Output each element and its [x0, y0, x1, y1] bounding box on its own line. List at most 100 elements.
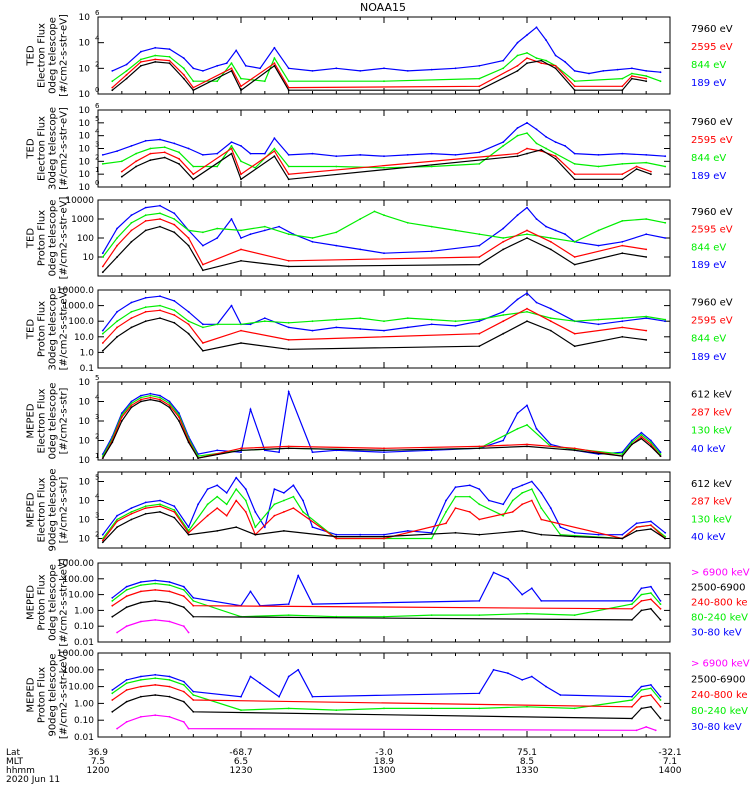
- data-point: [292, 484, 295, 487]
- data-point: [478, 318, 481, 321]
- data-point: [554, 157, 557, 160]
- data-point: [468, 511, 471, 513]
- data-point: [588, 72, 590, 75]
- data-point: [263, 225, 266, 228]
- data-point: [654, 729, 657, 732]
- y-tick-label: 10: [79, 64, 91, 74]
- y-tick-label: 1000: [71, 215, 94, 225]
- data-point: [287, 259, 290, 262]
- legend-entry: 287 keV: [691, 497, 732, 508]
- data-point: [125, 77, 128, 80]
- data-point: [645, 77, 648, 80]
- data-point: [383, 155, 385, 158]
- data-point: [478, 85, 481, 88]
- y-axis-label-line: TED: [26, 45, 37, 66]
- data-point: [287, 707, 290, 710]
- data-point: [101, 349, 104, 352]
- data-point: [140, 394, 142, 397]
- y-tick-label: 10: [79, 535, 91, 545]
- data-point: [144, 206, 147, 209]
- legend-entry: 189 eV: [691, 171, 726, 182]
- data-point: [335, 533, 338, 536]
- y-axis-label-line: [#/cm2-s-str-keV]: [59, 651, 70, 739]
- y-tick-label: 100.00: [63, 575, 95, 585]
- data-point: [573, 449, 576, 452]
- data-point: [273, 137, 276, 140]
- data-point: [545, 39, 547, 41]
- data-point: [125, 700, 128, 703]
- data-point: [144, 310, 147, 313]
- data-point: [659, 607, 662, 610]
- data-point: [168, 679, 171, 681]
- data-point: [159, 317, 161, 319]
- y-tick-exponent: 6: [95, 9, 100, 17]
- data-point: [192, 173, 195, 176]
- data-point: [116, 518, 118, 521]
- data-point: [383, 214, 385, 217]
- data-point: [540, 518, 543, 521]
- data-point: [216, 323, 219, 326]
- legend-entry: 189 eV: [691, 352, 726, 363]
- data-point: [287, 348, 290, 351]
- data-point: [430, 152, 433, 155]
- data-point: [311, 237, 314, 239]
- series-line--6900-kev: [116, 619, 190, 634]
- data-point: [549, 320, 552, 323]
- data-point: [554, 141, 557, 144]
- footer-hhmm-label: 1230: [230, 766, 253, 776]
- legend-entry: 240-800 ke: [691, 597, 748, 608]
- data-point: [192, 615, 195, 618]
- data-point: [159, 218, 161, 220]
- chart-panel-8: 0.01 0.10 1.00 10.00 100.00 1000.00 MEPED Proto…: [26, 649, 750, 743]
- legend-entry: 240-800 ke: [691, 690, 748, 701]
- data-point: [206, 488, 209, 490]
- data-point: [540, 492, 543, 494]
- data-point: [101, 256, 104, 258]
- data-point: [564, 61, 566, 63]
- data-point: [478, 600, 481, 602]
- data-point: [130, 507, 133, 509]
- panel-frame: [97, 199, 671, 277]
- data-point: [664, 155, 667, 158]
- data-point: [159, 212, 161, 215]
- data-point: [244, 499, 247, 502]
- y-axis-label-line: Electron Flux: [37, 23, 48, 88]
- data-point: [335, 67, 338, 70]
- data-point: [116, 244, 118, 247]
- data-point: [144, 139, 147, 142]
- data-point: [535, 427, 538, 430]
- series-line-7960-ev: [121, 149, 652, 181]
- y-tick-label: 10: [79, 132, 91, 142]
- data-point: [664, 531, 667, 534]
- data-point: [120, 170, 123, 173]
- data-point: [650, 585, 652, 588]
- data-point: [240, 449, 242, 452]
- data-point: [621, 533, 624, 536]
- data-point: [573, 163, 576, 165]
- data-point: [182, 595, 185, 598]
- data-point: [187, 332, 190, 335]
- data-point: [502, 67, 505, 70]
- data-point: [240, 447, 242, 450]
- data-point: [287, 390, 290, 393]
- data-point: [168, 601, 171, 604]
- data-point: [111, 692, 114, 695]
- data-point: [445, 522, 447, 525]
- data-point: [549, 237, 552, 239]
- data-point: [664, 221, 667, 224]
- data-point: [173, 511, 176, 513]
- y-tick-label: 0.10: [74, 716, 94, 726]
- data-point: [631, 603, 633, 605]
- data-point: [159, 396, 161, 399]
- data-point: [187, 727, 190, 730]
- legend-entry: 80-240 keV: [691, 612, 748, 623]
- data-point: [182, 690, 185, 693]
- data-point: [640, 435, 643, 438]
- data-point: [311, 70, 314, 72]
- data-point: [478, 447, 481, 450]
- data-point: [173, 300, 176, 302]
- data-point: [230, 141, 233, 144]
- data-point: [645, 256, 648, 258]
- data-point: [311, 526, 314, 528]
- data-point: [502, 332, 505, 335]
